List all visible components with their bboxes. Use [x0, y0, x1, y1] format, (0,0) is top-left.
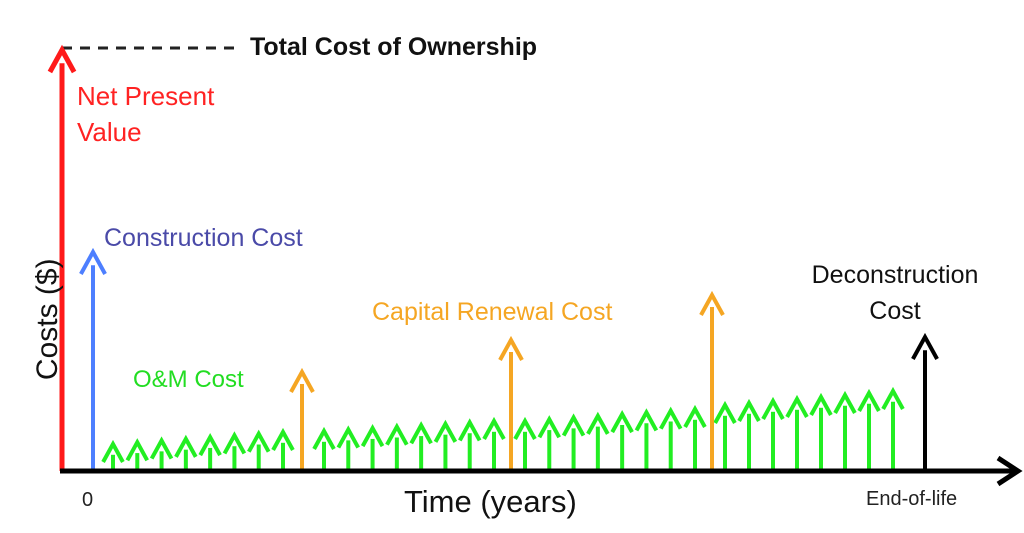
- om-cost-arrow: [586, 411, 610, 471]
- capital-renewal-arrow: [289, 367, 315, 471]
- om-cost-arrow: [833, 390, 857, 471]
- om-cost-arrow: [634, 408, 659, 471]
- axes: [60, 455, 1023, 487]
- om-cost-arrow: [659, 406, 683, 471]
- om-cost-arrow: [149, 436, 174, 471]
- om-cost-arrow: [247, 429, 271, 471]
- om-cost-arrow: [336, 425, 360, 471]
- om-cost-label: O&M Cost: [133, 366, 244, 393]
- npv-arrow: [47, 44, 77, 471]
- capital-renewal-arrow: [699, 290, 725, 471]
- om-cost-arrow: [881, 386, 905, 471]
- deconstruction-cost-label: Deconstruction Cost: [811, 261, 979, 325]
- y-axis-label: Costs ($): [30, 258, 64, 381]
- om-cost-arrow: [360, 423, 385, 471]
- om-cost-arrow: [561, 413, 586, 471]
- x-axis-label: Time (years): [404, 484, 577, 519]
- capital-renewal-label: Capital Renewal Cost: [372, 298, 613, 326]
- om-cost-arrow: [101, 439, 125, 471]
- deconstruction-cost-arrow: [911, 332, 939, 471]
- om-cost-arrow: [312, 426, 336, 471]
- om-cost-arrow: [537, 415, 561, 471]
- om-cost-arrow: [222, 431, 247, 471]
- om-cost-arrow: [785, 394, 809, 471]
- om-cost-arrow: [713, 400, 737, 471]
- om-cost-arrow: [125, 438, 149, 471]
- om-cost-arrow: [198, 432, 222, 471]
- cost-arrows: [47, 44, 939, 471]
- om-cost-arrow: [809, 392, 833, 471]
- om-cost-arrow: [761, 396, 785, 471]
- om-cost-arrow: [433, 419, 458, 471]
- construction-cost-label: Construction Cost: [104, 224, 303, 252]
- construction-cost-arrow: [79, 247, 107, 471]
- om-cost-arrow: [513, 416, 537, 471]
- om-cost-arrow: [482, 416, 506, 471]
- om-cost-arrow: [385, 422, 409, 471]
- om-cost-arrow: [737, 398, 761, 471]
- om-cost-arrow: [857, 388, 881, 471]
- om-cost-arrow: [610, 409, 634, 471]
- om-cost-arrow: [271, 427, 295, 471]
- x-end-tick: End-of-life: [866, 488, 958, 510]
- om-cost-arrow: [174, 434, 198, 471]
- om-cost-arrow: [409, 421, 433, 471]
- npv-label: Net Present Value: [77, 81, 215, 147]
- total-cost-title: Total Cost of Ownership: [250, 33, 538, 61]
- x-start-tick: 0: [82, 489, 94, 511]
- om-cost-arrow: [458, 418, 482, 471]
- capital-renewal-arrow: [498, 335, 524, 471]
- om-cost-arrow: [683, 404, 707, 471]
